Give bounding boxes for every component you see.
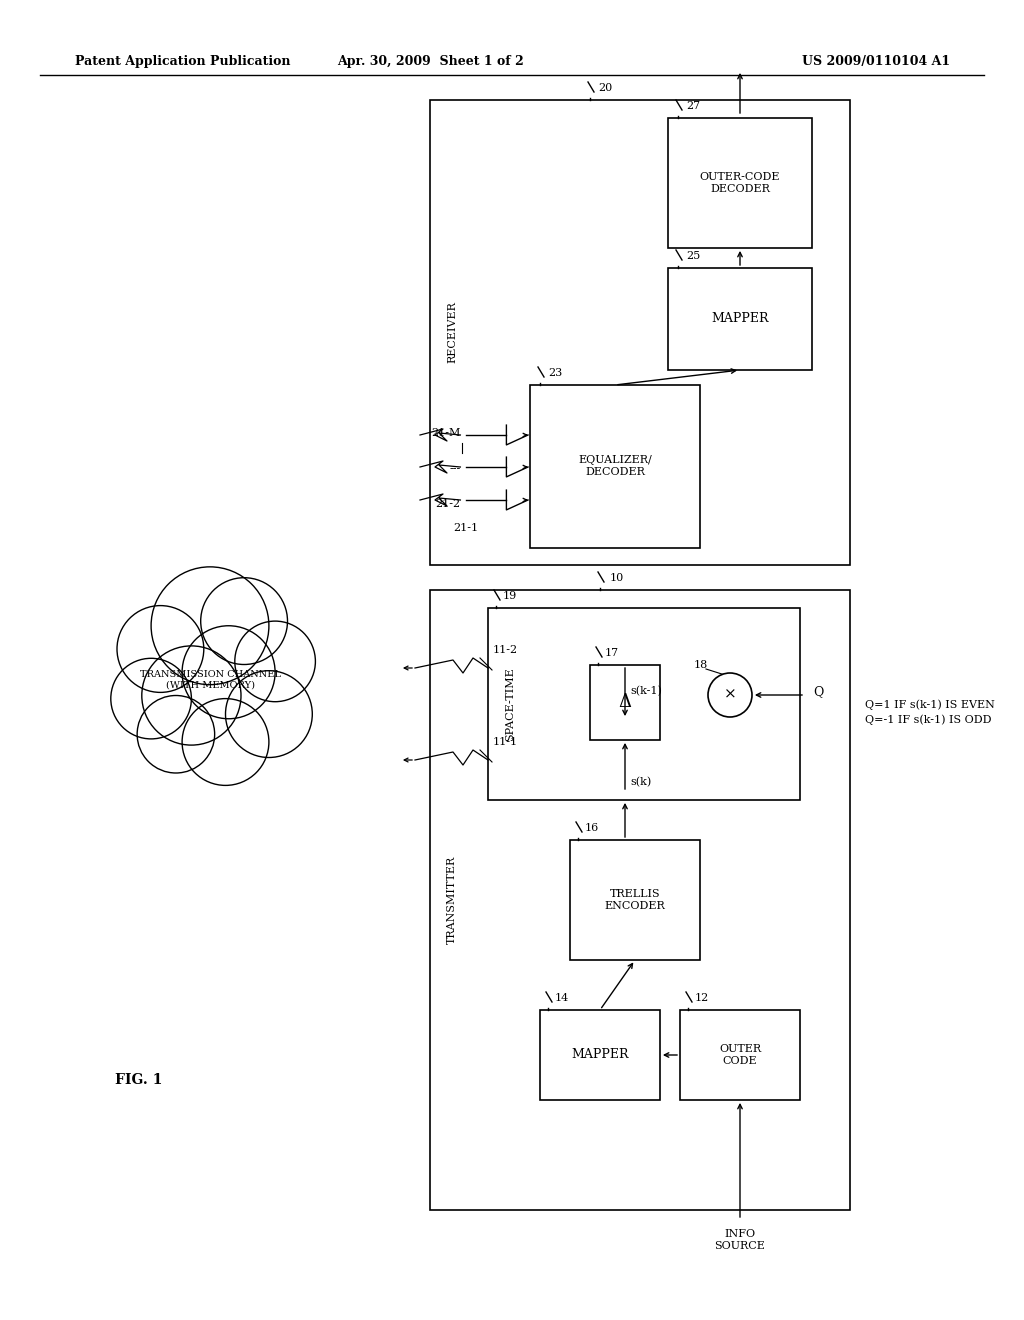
Text: 20: 20	[598, 83, 612, 92]
Circle shape	[182, 698, 269, 785]
Text: 16: 16	[585, 822, 599, 833]
Text: TRELLIS
ENCODER: TRELLIS ENCODER	[604, 890, 666, 911]
Text: MAPPER: MAPPER	[571, 1048, 629, 1061]
Circle shape	[225, 671, 312, 758]
Bar	[570, 840, 700, 960]
Text: TRANSMITTER: TRANSMITTER	[447, 855, 457, 944]
Text: US 2009/0110104 A1: US 2009/0110104 A1	[802, 55, 950, 69]
Text: 11-1: 11-1	[493, 737, 518, 747]
Text: 19: 19	[503, 591, 517, 601]
Text: Δ: Δ	[618, 693, 632, 711]
Bar	[430, 590, 850, 1210]
Circle shape	[708, 673, 752, 717]
Bar	[668, 268, 812, 370]
Bar	[488, 609, 800, 800]
Text: ×: ×	[724, 688, 736, 702]
Text: OUTER
CODE: OUTER CODE	[719, 1044, 761, 1065]
Text: TRANSMISSION CHANNEL
(WITH MEMORY): TRANSMISSION CHANNEL (WITH MEMORY)	[139, 671, 281, 689]
Text: 10: 10	[610, 573, 625, 583]
Bar	[590, 665, 660, 741]
Bar	[430, 100, 850, 565]
Text: SPACE-TIME: SPACE-TIME	[505, 667, 515, 741]
Text: 23: 23	[548, 368, 562, 378]
Text: s(k): s(k)	[630, 777, 651, 787]
Text: FIG. 1: FIG. 1	[115, 1073, 163, 1086]
Bar	[668, 117, 812, 248]
Text: s(k-1): s(k-1)	[630, 686, 662, 696]
Text: 14: 14	[555, 993, 569, 1003]
Circle shape	[141, 645, 241, 744]
Text: Patent Application Publication: Patent Application Publication	[75, 55, 291, 69]
Text: OUTER-CODE
DECODER: OUTER-CODE DECODER	[699, 172, 780, 194]
Text: 27: 27	[686, 102, 700, 111]
Circle shape	[111, 659, 191, 739]
Bar	[540, 1010, 660, 1100]
Text: 12: 12	[695, 993, 710, 1003]
Text: ---: ---	[450, 465, 461, 474]
Circle shape	[137, 696, 215, 774]
Text: EQUALIZER/
DECODER: EQUALIZER/ DECODER	[579, 455, 652, 477]
Text: 21-2: 21-2	[435, 499, 461, 510]
Text: Q=1 IF s(k-1) IS EVEN: Q=1 IF s(k-1) IS EVEN	[865, 700, 995, 710]
Text: 21-1: 21-1	[454, 523, 478, 533]
Text: 25: 25	[686, 251, 700, 261]
Bar	[530, 385, 700, 548]
Circle shape	[201, 578, 288, 664]
Text: 17: 17	[605, 648, 620, 657]
Text: MAPPER: MAPPER	[712, 313, 769, 326]
Text: 18: 18	[693, 660, 708, 671]
Text: Apr. 30, 2009  Sheet 1 of 2: Apr. 30, 2009 Sheet 1 of 2	[337, 55, 523, 69]
Text: Q: Q	[813, 685, 823, 698]
Circle shape	[117, 606, 204, 693]
Text: Q=-1 IF s(k-1) IS ODD: Q=-1 IF s(k-1) IS ODD	[865, 714, 991, 725]
Circle shape	[182, 626, 275, 719]
Bar	[680, 1010, 800, 1100]
Circle shape	[152, 566, 269, 685]
Text: INFO
SOURCE: INFO SOURCE	[715, 1229, 765, 1251]
Text: 21-M: 21-M	[431, 428, 461, 438]
Text: RECEIVER: RECEIVER	[447, 301, 457, 363]
Circle shape	[234, 622, 315, 702]
Text: 11-2: 11-2	[493, 645, 518, 655]
